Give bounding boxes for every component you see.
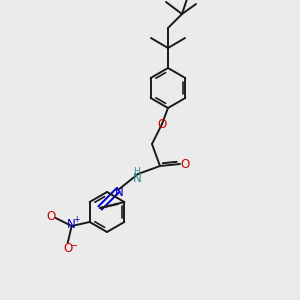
Text: +: + <box>74 215 80 224</box>
Text: O: O <box>46 211 55 224</box>
Text: N: N <box>67 218 76 232</box>
Text: −: − <box>70 241 78 251</box>
Text: N: N <box>115 187 123 200</box>
Text: O: O <box>63 242 72 256</box>
Text: O: O <box>158 118 166 130</box>
Text: H: H <box>134 167 140 176</box>
Text: O: O <box>180 158 190 170</box>
Text: N: N <box>133 172 141 185</box>
